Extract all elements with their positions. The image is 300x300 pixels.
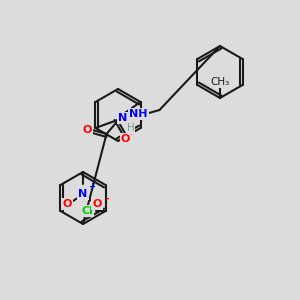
Text: +: +: [88, 182, 95, 191]
Text: O: O: [92, 199, 102, 209]
Text: O: O: [121, 134, 130, 144]
Text: N: N: [118, 113, 127, 123]
Text: CH₃: CH₃: [210, 77, 230, 87]
Text: Cl: Cl: [82, 206, 94, 216]
Text: O: O: [83, 125, 92, 135]
Text: -: -: [104, 194, 109, 204]
Text: N: N: [78, 189, 88, 199]
Text: NH: NH: [129, 109, 148, 119]
Text: O: O: [62, 199, 72, 209]
Text: H: H: [127, 123, 134, 133]
